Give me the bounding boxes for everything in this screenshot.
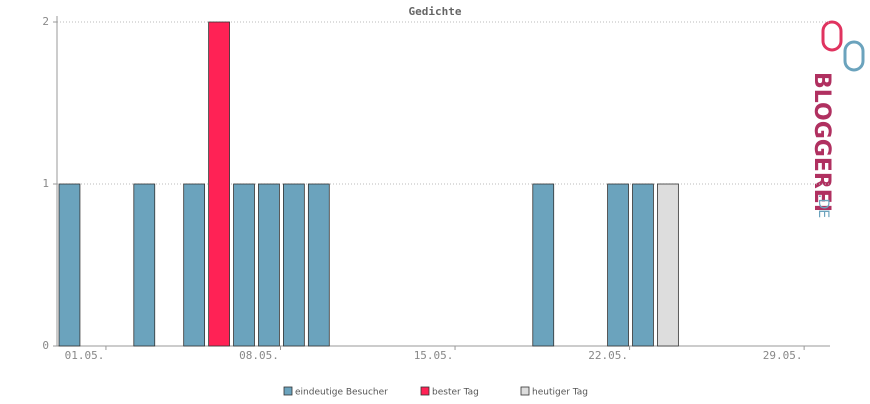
x-tick-label: 22.05.: [588, 349, 628, 362]
bar: [657, 183, 679, 347]
legend-swatch: [283, 386, 293, 396]
legend-swatch: [420, 386, 430, 396]
y-tick-label: 2: [42, 15, 49, 28]
bar: [632, 183, 654, 347]
logo-text: BLOGGEREI: [809, 72, 834, 212]
x-tick-label: 01.05.: [65, 349, 105, 362]
bar: [183, 183, 206, 347]
x-tick-label: 29.05.: [763, 349, 803, 362]
bar: [133, 183, 156, 347]
logo-icon: [843, 40, 865, 72]
bar: [532, 183, 555, 347]
bar: [607, 183, 629, 347]
bar: [58, 183, 81, 347]
logo-suffix: .DE: [815, 194, 831, 218]
x-tick-label: 08.05.: [239, 349, 279, 362]
y-tick-label: 1: [42, 177, 49, 190]
chart-title: Gedichte: [409, 5, 462, 18]
y-tick-label: 0: [42, 339, 49, 352]
bar: [307, 183, 330, 347]
legend-label: bester Tag: [432, 388, 479, 398]
logo: BLOGGEREI .DE: [809, 20, 865, 218]
x-tick-label: 15.05.: [414, 349, 454, 362]
legend-swatch: [520, 386, 530, 396]
logo-icon: [821, 20, 843, 52]
bar: [258, 183, 280, 347]
bar: [283, 183, 305, 347]
legend-label: heutiger Tag: [532, 388, 588, 398]
legend-label: eindeutige Besucher: [295, 388, 388, 398]
bar: [233, 183, 255, 347]
bar: [208, 21, 230, 347]
